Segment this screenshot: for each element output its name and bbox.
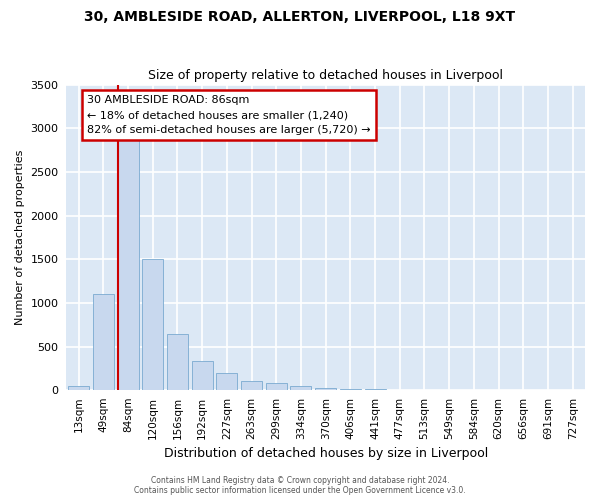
Bar	[142, 260, 163, 390]
Title: Size of property relative to detached houses in Liverpool: Size of property relative to detached ho…	[148, 69, 503, 82]
Bar	[266, 383, 287, 390]
Bar	[315, 388, 336, 390]
Bar	[167, 334, 188, 390]
Bar	[68, 386, 89, 390]
Bar	[118, 132, 139, 390]
Text: Contains HM Land Registry data © Crown copyright and database right 2024.
Contai: Contains HM Land Registry data © Crown c…	[134, 476, 466, 495]
Y-axis label: Number of detached properties: Number of detached properties	[15, 150, 25, 325]
Bar	[191, 362, 212, 390]
Bar	[241, 381, 262, 390]
Text: 30 AMBLESIDE ROAD: 86sqm
← 18% of detached houses are smaller (1,240)
82% of sem: 30 AMBLESIDE ROAD: 86sqm ← 18% of detach…	[87, 96, 371, 135]
Bar	[217, 373, 238, 390]
Bar	[365, 388, 386, 390]
X-axis label: Distribution of detached houses by size in Liverpool: Distribution of detached houses by size …	[164, 447, 488, 460]
Bar	[93, 294, 114, 390]
Text: 30, AMBLESIDE ROAD, ALLERTON, LIVERPOOL, L18 9XT: 30, AMBLESIDE ROAD, ALLERTON, LIVERPOOL,…	[85, 10, 515, 24]
Bar	[340, 388, 361, 390]
Bar	[290, 386, 311, 390]
